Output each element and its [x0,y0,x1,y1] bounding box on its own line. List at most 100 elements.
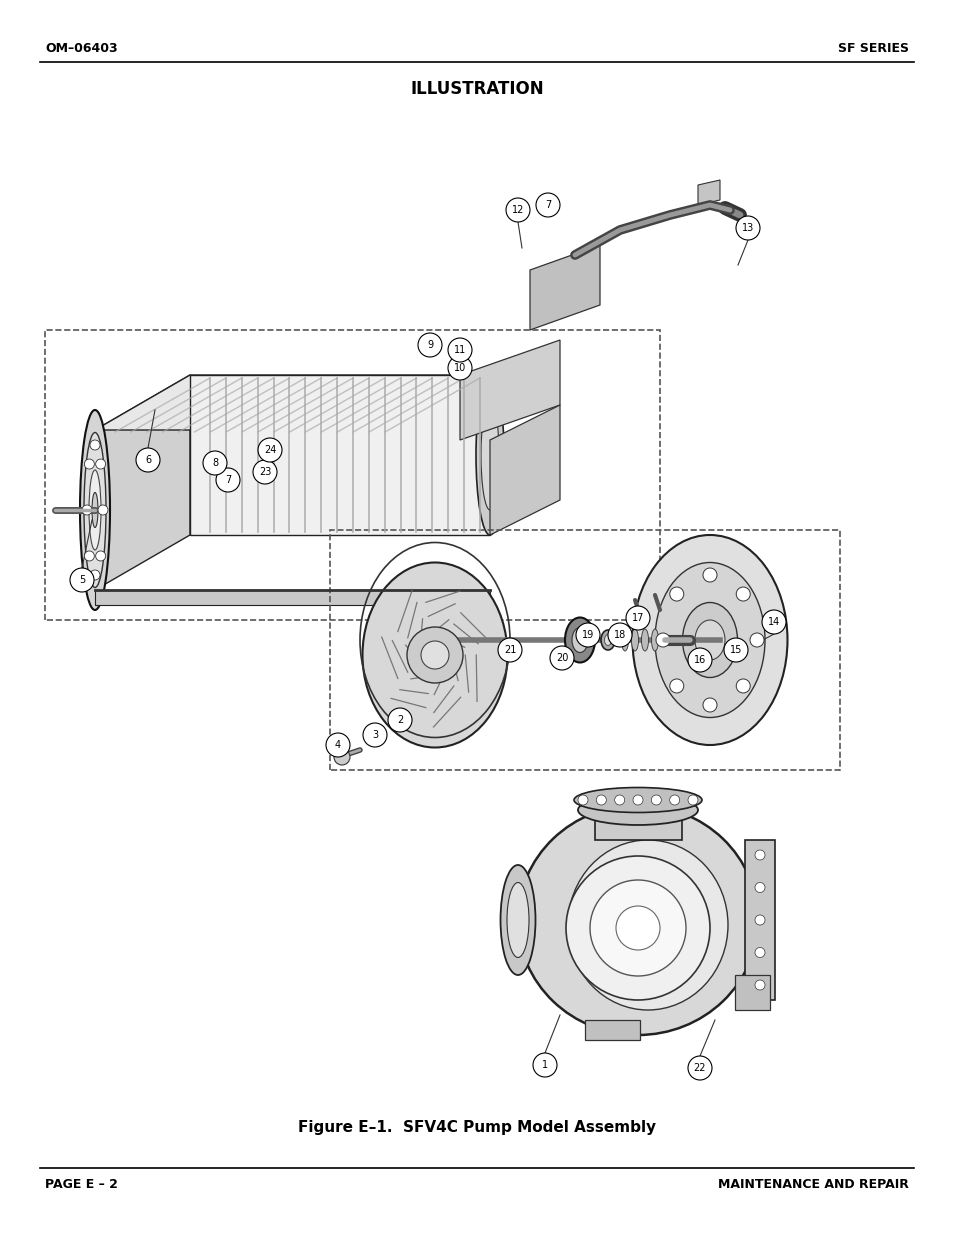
Circle shape [736,587,749,601]
Ellipse shape [620,629,628,651]
Circle shape [614,795,624,805]
Polygon shape [698,180,720,205]
Circle shape [633,795,642,805]
Text: 10: 10 [454,363,466,373]
Circle shape [578,795,587,805]
Polygon shape [595,810,681,840]
Text: 17: 17 [631,613,643,622]
Circle shape [702,698,717,713]
Circle shape [651,795,660,805]
Circle shape [326,734,350,757]
Circle shape [448,356,472,380]
Text: 23: 23 [258,467,271,477]
Circle shape [417,333,441,357]
Text: 15: 15 [729,645,741,655]
Circle shape [407,627,462,683]
Circle shape [687,1056,711,1079]
Ellipse shape [89,471,101,550]
Text: 4: 4 [335,740,341,750]
Circle shape [589,881,685,976]
Text: 6: 6 [145,454,151,466]
Polygon shape [734,974,769,1010]
Ellipse shape [362,562,507,747]
Circle shape [723,638,747,662]
Circle shape [669,587,683,601]
Text: 9: 9 [427,340,433,350]
Polygon shape [530,245,599,330]
Circle shape [625,606,649,630]
Ellipse shape [640,629,648,651]
Text: MAINTENANCE AND REPAIR: MAINTENANCE AND REPAIR [718,1178,908,1191]
Text: 21: 21 [503,645,516,655]
Circle shape [90,571,100,580]
Ellipse shape [564,618,595,662]
Circle shape [215,468,240,492]
Ellipse shape [572,627,587,652]
Text: OM–06403: OM–06403 [45,42,117,56]
Text: 7: 7 [544,200,551,210]
Ellipse shape [574,788,701,813]
Circle shape [687,648,711,672]
Circle shape [70,568,94,592]
Circle shape [203,451,227,475]
Circle shape [388,708,412,732]
Circle shape [550,646,574,671]
Circle shape [90,440,100,450]
Text: 14: 14 [767,618,780,627]
Ellipse shape [651,629,658,651]
Ellipse shape [517,805,758,1035]
Text: ILLUSTRATION: ILLUSTRATION [410,80,543,98]
Ellipse shape [91,493,98,527]
Text: 19: 19 [581,630,594,640]
Ellipse shape [500,864,535,974]
Ellipse shape [80,410,110,610]
Ellipse shape [631,629,638,651]
Text: PAGE E – 2: PAGE E – 2 [45,1178,118,1191]
Circle shape [669,679,683,693]
Text: 20: 20 [556,653,568,663]
Circle shape [754,947,764,957]
Ellipse shape [695,620,724,659]
Ellipse shape [681,603,737,678]
Circle shape [669,795,679,805]
Polygon shape [744,840,774,1000]
Circle shape [735,216,760,240]
Circle shape [533,1053,557,1077]
Circle shape [497,638,521,662]
Text: 11: 11 [454,345,466,354]
Ellipse shape [84,432,106,588]
Circle shape [687,795,698,805]
Circle shape [607,622,631,647]
Circle shape [656,634,669,647]
Text: 7: 7 [225,475,231,485]
Circle shape [576,622,599,647]
Text: 2: 2 [396,715,403,725]
Text: 5: 5 [79,576,85,585]
Polygon shape [584,1020,639,1040]
Text: 1: 1 [541,1060,547,1070]
Ellipse shape [655,562,764,718]
Ellipse shape [632,535,786,745]
Circle shape [84,459,94,469]
Text: 22: 22 [693,1063,705,1073]
Circle shape [754,850,764,860]
Circle shape [363,722,387,747]
Circle shape [253,459,276,484]
Circle shape [736,679,749,693]
Circle shape [754,981,764,990]
Text: 18: 18 [613,630,625,640]
Ellipse shape [578,795,698,825]
Circle shape [95,551,106,561]
Text: 16: 16 [693,655,705,664]
Circle shape [702,568,717,582]
Circle shape [565,856,709,1000]
Polygon shape [95,375,490,430]
Circle shape [754,883,764,893]
Circle shape [448,338,472,362]
Circle shape [596,795,606,805]
Polygon shape [95,590,490,605]
Circle shape [761,610,785,634]
Ellipse shape [480,400,498,510]
Polygon shape [490,405,559,535]
Text: 12: 12 [511,205,523,215]
